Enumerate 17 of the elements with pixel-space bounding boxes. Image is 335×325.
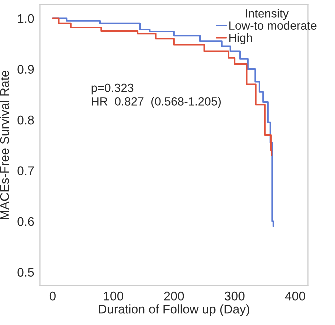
y-tick-label: 0.7 — [18, 166, 34, 176]
annotation: p=0.323 HR 0.827 (0.568-1.205) — [92, 84, 221, 108]
legend-title: Intensity — [246, 9, 289, 20]
y-tick-label: 0.5 — [18, 268, 34, 277]
x-tick-label: 0 — [50, 292, 56, 301]
x-tick-label: 400 — [285, 292, 306, 301]
y-axis-title: MACEs-Free Survival Rate — [0, 70, 10, 220]
y-tick-label: 0.6 — [18, 217, 34, 226]
legend-label: Low-to moderate — [230, 21, 317, 30]
x-axis-title: Duration of Follow up (Day) — [99, 304, 250, 316]
x-tick-label: 200 — [164, 292, 184, 301]
y-tick-label: 0.9 — [18, 65, 34, 74]
x-tick-label: 100 — [104, 292, 124, 301]
y-tick-label: 0.8 — [18, 116, 34, 125]
legend-label: High — [230, 34, 252, 45]
y-tick-label: 1.0 — [18, 14, 34, 24]
x-tick-label: 300 — [224, 292, 245, 301]
